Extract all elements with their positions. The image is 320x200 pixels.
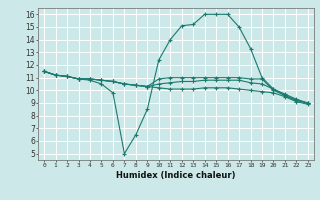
X-axis label: Humidex (Indice chaleur): Humidex (Indice chaleur) (116, 171, 236, 180)
